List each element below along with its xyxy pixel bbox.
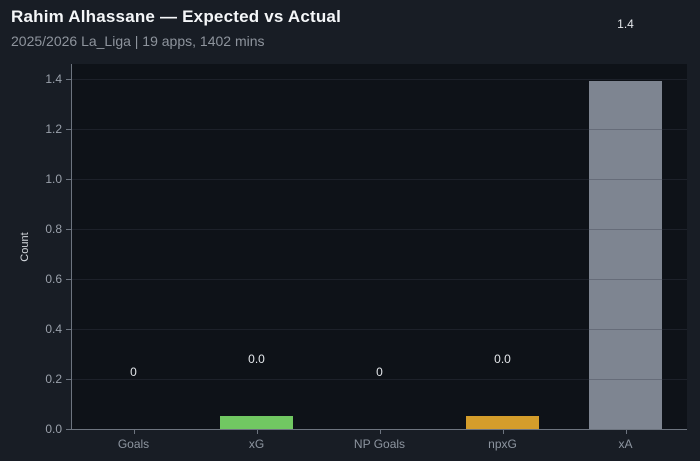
y-tick-mark <box>66 79 71 80</box>
y-tick-mark <box>66 129 71 130</box>
x-tick-mark <box>626 430 627 434</box>
y-tick-label-0.4: 0.4 <box>45 322 62 336</box>
y-axis-spine <box>71 64 72 429</box>
chart-title: Rahim Alhassane — Expected vs Actual <box>11 7 342 26</box>
chart-subtitle: 2025/2026 La_Liga | 19 apps, 1402 mins <box>11 33 265 49</box>
y-tick-mark <box>66 329 71 330</box>
y-tick-mark <box>66 279 71 280</box>
gridline <box>72 179 687 180</box>
value-label-np-goals: 0 <box>376 365 383 379</box>
gridline <box>72 329 687 330</box>
y-tick-label-0.0: 0.0 <box>45 422 62 436</box>
plot-area <box>72 64 687 429</box>
value-label-xa: 1.4 <box>617 17 634 31</box>
gridline <box>72 79 687 80</box>
value-label-xg: 0.0 <box>248 352 265 366</box>
x-tick-label-npxg: npxG <box>488 437 517 451</box>
x-tick-mark <box>503 430 504 434</box>
y-tick-mark <box>66 179 71 180</box>
y-tick-label-1.2: 1.2 <box>45 122 62 136</box>
bar-xa <box>589 81 662 429</box>
x-tick-label-xa: xA <box>618 437 633 451</box>
y-tick-label-0.6: 0.6 <box>45 272 62 286</box>
x-tick-label-goals: Goals <box>117 437 150 451</box>
y-tick-label-1.4: 1.4 <box>45 72 62 86</box>
bar-xg <box>220 416 293 429</box>
value-label-npxg: 0.0 <box>494 352 511 366</box>
y-tick-label-0.8: 0.8 <box>45 222 62 236</box>
y-tick-label-0.2: 0.2 <box>45 372 62 386</box>
x-axis-spine <box>71 429 687 430</box>
y-tick-label-1.0: 1.0 <box>45 172 62 186</box>
x-tick-label-xg: xG <box>248 437 265 451</box>
y-tick-mark <box>66 429 71 430</box>
x-tick-mark <box>257 430 258 434</box>
gridline <box>72 129 687 130</box>
value-label-goals: 0 <box>130 365 137 379</box>
y-tick-mark <box>66 379 71 380</box>
gridline <box>72 379 687 380</box>
gridline <box>72 229 687 230</box>
x-tick-label-np-goals: NP Goals <box>353 437 406 451</box>
gridline <box>72 279 687 280</box>
x-tick-mark <box>134 430 135 434</box>
y-tick-mark <box>66 229 71 230</box>
bar-npxg <box>466 416 539 429</box>
x-tick-mark <box>380 430 381 434</box>
